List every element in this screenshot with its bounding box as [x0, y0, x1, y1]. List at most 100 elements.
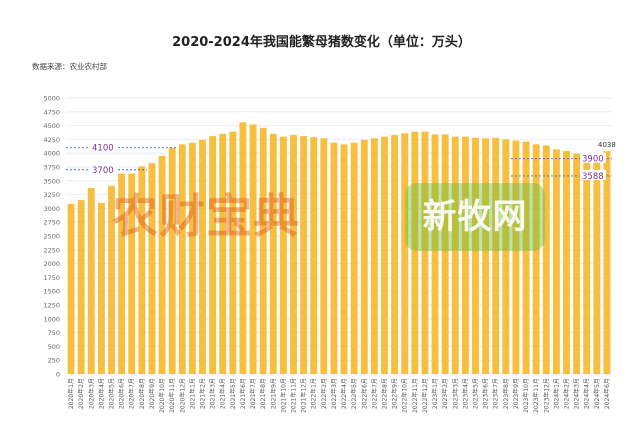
bar — [391, 134, 399, 374]
x-tick-label: 2021年3月 — [209, 378, 217, 409]
y-tick-label: 3250 — [43, 191, 60, 199]
reference-label-bg — [580, 169, 606, 180]
x-tick-label: 2020年1月 — [67, 378, 75, 409]
y-tick-label: 1000 — [43, 315, 60, 323]
x-tick-label: 2023年10月 — [522, 378, 530, 413]
bar — [178, 144, 186, 374]
x-tick-label: 2022年2月 — [320, 378, 328, 409]
bar — [87, 187, 95, 374]
bar — [249, 124, 257, 374]
bar — [300, 136, 308, 374]
x-tick-label: 2021年4月 — [219, 378, 227, 409]
watermark-nongcai: 农财宝典 — [112, 189, 300, 243]
x-tick-label: 2022年11月 — [411, 378, 419, 413]
reference-label-bg — [580, 152, 606, 163]
x-tick-label: 2023年3月 — [451, 378, 459, 409]
reference-label-bg — [90, 163, 116, 174]
bar — [148, 163, 156, 374]
x-tick-label: 2023年2月 — [441, 378, 449, 409]
x-tick-label: 2020年6月 — [118, 378, 126, 409]
bar — [441, 134, 449, 374]
bar — [350, 142, 358, 374]
bar — [421, 131, 429, 374]
bar — [552, 149, 560, 374]
x-tick-label: 2021年2月 — [199, 378, 207, 409]
x-tick-label: 2022年10月 — [401, 378, 409, 413]
grid-lines — [66, 97, 612, 375]
x-tick-label: 2020年8月 — [138, 378, 146, 409]
x-tick-label: 2020年2月 — [77, 378, 85, 409]
bar — [522, 141, 530, 374]
bar — [77, 200, 85, 374]
bar — [209, 136, 217, 374]
bars — [67, 122, 611, 375]
bar — [583, 153, 591, 374]
x-tick-label: 2023年5月 — [472, 378, 480, 409]
bar — [492, 137, 500, 374]
x-axis-ticks: 2020年1月 2020年2月 2020年3月 2020年4月 2020年5月 2020年… — [67, 378, 611, 413]
x-tick-label: 2023年6月 — [482, 378, 490, 409]
x-tick-label: 2021年9月 — [269, 378, 277, 409]
x-tick-label: 2020年12月 — [178, 378, 186, 413]
x-tick-label: 2020年7月 — [128, 378, 136, 409]
x-tick-label: 2021年6月 — [239, 378, 247, 409]
x-tick-label: 2022年8月 — [381, 378, 389, 409]
bar — [340, 144, 348, 374]
x-tick-label: 2023年12月 — [542, 378, 550, 413]
bar — [431, 134, 439, 374]
y-tick-label: 2250 — [43, 246, 60, 254]
bar — [259, 127, 267, 374]
bar — [603, 151, 611, 374]
x-tick-label: 2022年1月 — [310, 378, 318, 409]
x-tick-label: 2022年3月 — [330, 378, 338, 409]
y-tick-label: 1750 — [43, 274, 60, 282]
x-tick-label: 2021年8月 — [259, 378, 267, 409]
bar — [158, 155, 166, 374]
bar — [310, 137, 318, 374]
bar — [472, 137, 479, 374]
bar — [67, 203, 75, 374]
y-tick-label: 3500 — [43, 177, 60, 185]
data-label: 4038 — [598, 141, 616, 149]
x-tick-label: 2020年3月 — [87, 378, 95, 409]
x-tick-label: 2021年10月 — [279, 378, 287, 413]
y-tick-label: 5000 — [43, 95, 60, 103]
bar — [370, 138, 378, 374]
bar — [360, 139, 368, 374]
bar — [229, 131, 237, 374]
reference-label: 3900 — [582, 155, 604, 165]
y-tick-label: 3750 — [43, 164, 60, 172]
data-labels: 4038 — [598, 141, 616, 149]
y-axis-ticks: 0 250 500 750 1000 1250 1500 1750 2000 2250 2500 27… — [43, 95, 60, 379]
bar — [401, 133, 409, 374]
bar — [542, 145, 550, 374]
bar — [451, 136, 459, 374]
watermark-xinmu: 新牧网 — [405, 183, 545, 251]
bar — [290, 134, 297, 374]
bar — [532, 144, 540, 374]
bar — [330, 142, 338, 374]
bar — [118, 173, 126, 374]
y-tick-label: 4500 — [43, 122, 60, 130]
x-tick-label: 2021年7月 — [249, 378, 257, 409]
y-tick-label: 1500 — [43, 288, 60, 296]
x-tick-label: 2024年2月 — [563, 378, 571, 409]
reference-label: 3700 — [92, 166, 114, 176]
y-tick-label: 2500 — [43, 233, 60, 241]
bar — [593, 153, 601, 374]
x-tick-label: 2020年9月 — [148, 378, 156, 409]
x-tick-label: 2020年11月 — [168, 378, 176, 413]
x-tick-label: 2022年5月 — [350, 378, 358, 409]
x-tick-label: 2024年6月 — [603, 378, 611, 409]
reference-label: 3588 — [582, 172, 604, 182]
x-tick-label: 2024年1月 — [552, 378, 560, 409]
y-tick-label: 2000 — [43, 260, 60, 268]
x-tick-label: 2020年4月 — [97, 378, 105, 409]
bar — [199, 139, 206, 374]
bar — [108, 185, 115, 374]
x-tick-label: 2021年1月 — [188, 378, 196, 409]
reference-label: 4100 — [92, 144, 114, 154]
x-tick-label: 2024年3月 — [573, 378, 581, 409]
x-tick-label: 2023年7月 — [492, 378, 500, 409]
y-tick-label: 0 — [56, 371, 60, 379]
